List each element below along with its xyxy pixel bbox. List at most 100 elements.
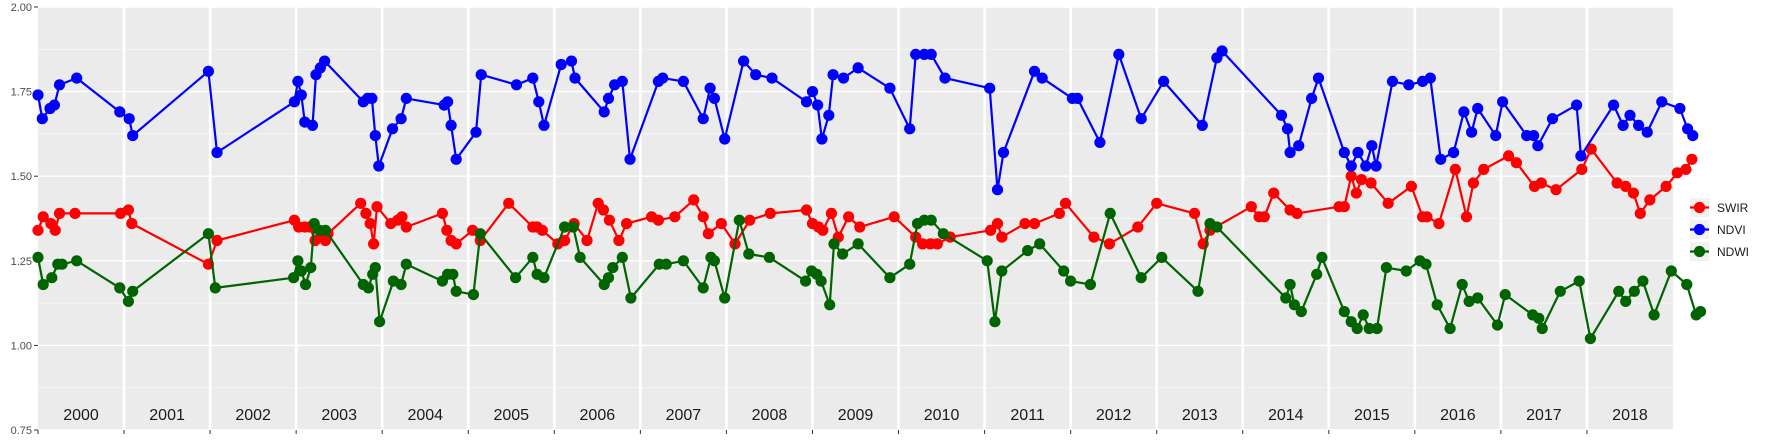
ndwi-point [71,255,83,267]
x-axis [37,430,1588,434]
ndwi-point [937,228,949,240]
ndvi-point [1312,72,1325,84]
ndwi-point [474,228,486,240]
swir-point [436,207,448,219]
ndwi-point [1022,245,1034,257]
swir-point [744,214,756,226]
swir-point [991,218,1004,230]
swir-point [669,211,681,223]
ndwi-point [1065,275,1077,287]
ndwi-point [616,251,628,263]
swir-point [1132,221,1144,233]
ndvi-point [1674,102,1686,115]
swir-point [1345,170,1357,182]
ndwi-point [1613,285,1625,297]
ndvi-point [904,123,916,135]
swir-point [69,207,81,219]
ndvi-point [1370,160,1382,172]
ndvi-point [366,92,378,104]
swir-point [800,204,813,216]
swir-point [32,224,44,236]
swir-point [1686,153,1698,165]
swir-point [652,214,665,226]
ndwi-point [1665,265,1677,277]
swir-point [613,234,625,247]
ndvi-point [997,146,1010,159]
y-tick-label: 1.00 [11,340,32,352]
swir-point [581,234,593,247]
ndwi-point [904,258,916,270]
swir-point [1503,150,1515,162]
ndwi-point [852,238,864,250]
ndvi-point [602,92,615,104]
ndvi-point [71,72,83,84]
ndwi-point [1573,275,1585,287]
year-label-2013: 2013 [1182,407,1218,424]
swir-point [441,224,453,236]
legend: SWIR NDVI NDWI [1690,198,1749,261]
ndwi-point [981,255,993,267]
year-label-2006: 2006 [580,407,616,424]
ndvi-point [1458,106,1470,118]
swir-point [1421,211,1433,223]
swir-point [368,238,380,250]
ndwi-point [1357,309,1369,321]
ndvi-point [527,72,539,84]
swir-point [1478,163,1490,175]
swir-point [450,238,462,250]
ndwi-point [697,282,709,294]
ndvi-point [369,130,381,142]
year-label-2003: 2003 [321,407,357,424]
ndvi-point [738,55,750,67]
ndvi-point [939,72,951,84]
swir-point [1620,180,1632,192]
ndvi-point [292,75,304,87]
ndwi-point [1536,322,1548,335]
ndwi-point [1192,285,1204,297]
ndwi-point [1431,299,1443,311]
ndwi-point [800,275,812,287]
ndwi-point [1463,295,1475,307]
year-label-2018: 2018 [1612,407,1648,424]
swir-point [1576,163,1588,175]
ndwi-point [37,278,49,291]
ndwi-point [374,316,386,328]
ndwi-point [1058,265,1070,277]
swir-point [211,234,223,247]
ndvi-point [766,72,778,84]
ndvi-point [925,48,937,61]
swir-point [1660,180,1672,192]
year-label-2004: 2004 [407,407,443,424]
ndwi-point [292,255,304,267]
swir-point [985,224,997,236]
y-tick-label: 1.25 [11,256,32,268]
swir-point [1268,187,1280,199]
year-labels: 2000 2001 2002 2003 2004 2005 2006 2007 2008 2009… [63,407,1648,424]
ndwi-point [1472,292,1484,304]
ndwi-point [1420,258,1432,270]
legend-item-ndvi: NDVI [1690,220,1746,239]
swir-point [1019,218,1031,230]
ndvi-point [910,48,922,61]
ndvi-point [1497,96,1509,108]
ndvi-point [475,69,487,81]
ndwi-point [295,265,307,277]
ndvi-point [32,89,44,101]
ndvi-point [395,113,407,125]
ndwi-point [1554,285,1566,297]
ndvi-point [373,160,385,172]
ndvi-point [1158,75,1170,87]
ndvi-point [1352,146,1364,159]
ndwi-point [677,255,690,267]
ndwi-point [1295,306,1307,318]
ndwi-point [114,282,126,294]
ndwi-point [567,221,579,233]
ndvi-point [569,72,581,84]
ndwi-point [1533,312,1545,324]
ndvi-point [202,65,214,77]
ndvi-point [806,86,819,98]
ndwi-point [1284,278,1296,291]
swir-point [1550,184,1562,196]
swir-point [1365,177,1377,189]
ndwi-point [1637,275,1649,287]
